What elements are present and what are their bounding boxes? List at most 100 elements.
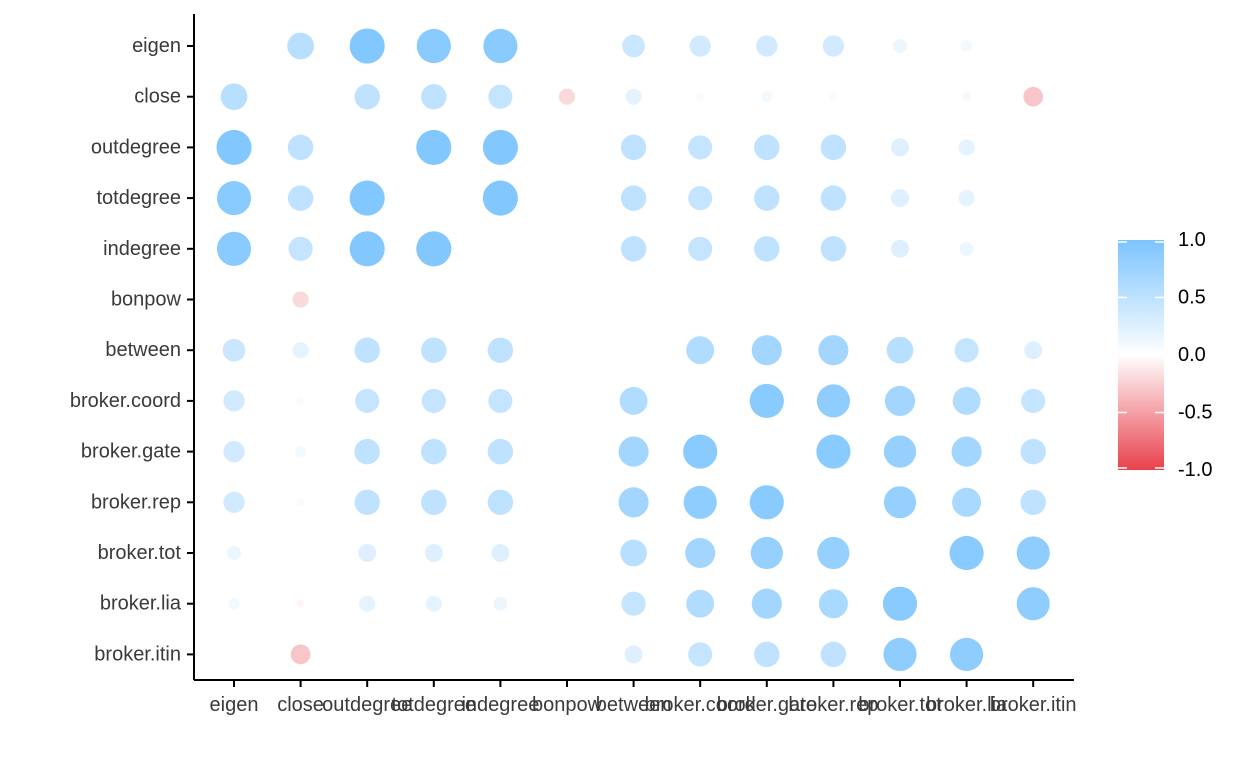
point-broker-itin-broker-rep	[820, 641, 847, 668]
point-broker-gate-eigen	[223, 440, 245, 463]
point-broker-rep-broker-lia	[952, 487, 982, 517]
point-outdegree-eigen	[216, 129, 252, 165]
point-close-broker-lia	[962, 92, 971, 101]
point-broker-itin-indegree	[497, 651, 503, 657]
point-broker-rep-broker-itin	[1020, 489, 1046, 516]
y-labels-layer: eigen close outdegree totdegree indegree bonp…	[70, 35, 194, 665]
point-broker-itin-broker-lia	[950, 637, 984, 672]
point-broker-itin-outdegree	[364, 651, 370, 657]
point-broker-gate-broker-coord	[683, 434, 718, 469]
point-outdegree-broker-coord	[688, 135, 713, 160]
point-eigen-broker-rep	[822, 35, 845, 57]
legend-tick-label: -1.0	[1178, 459, 1212, 481]
point-broker-itin-eigen	[231, 651, 237, 657]
point-eigen-broker-gate	[756, 35, 778, 57]
point-broker-gate-indegree	[487, 438, 514, 465]
point-totdegree-broker-itin	[1030, 195, 1036, 201]
point-broker-rep-eigen	[223, 491, 245, 513]
legend-tick-label: -0.5	[1178, 402, 1212, 424]
point-broker-gate-close	[294, 445, 307, 458]
x-tick-label: broker.gate	[717, 694, 817, 716]
point-totdegree-eigen	[216, 181, 252, 216]
point-broker-lia-totdegree	[425, 595, 442, 612]
point-outdegree-indegree	[482, 129, 518, 165]
point-outdegree-between	[620, 134, 647, 161]
y-tick-label: close	[134, 86, 181, 108]
point-close-totdegree	[421, 83, 447, 110]
point-broker-gate-broker-tot	[883, 435, 917, 468]
point-indegree-totdegree	[416, 231, 452, 267]
point-indegree-close	[288, 236, 313, 261]
point-between-eigen	[222, 338, 246, 362]
point-broker-coord-broker-tot	[884, 385, 916, 416]
point-close-indegree	[488, 84, 513, 109]
point-totdegree-broker-coord	[688, 186, 713, 211]
point-broker-coord-totdegree	[421, 388, 446, 413]
point-totdegree-broker-gate	[754, 185, 780, 211]
point-between-broker-gate	[751, 335, 782, 366]
point-between-indegree	[487, 337, 514, 363]
point-broker-coord-broker-rep	[816, 384, 851, 418]
point-broker-lia-eigen	[228, 598, 240, 610]
point-broker-lia-broker-itin	[1016, 587, 1050, 621]
y-tick-label: broker.coord	[70, 390, 181, 412]
legend-tick-label: 0.0	[1178, 344, 1206, 366]
point-broker-coord-indegree	[488, 388, 513, 413]
point-indegree-broker-lia	[959, 241, 974, 256]
point-broker-coord-outdegree	[355, 388, 380, 413]
point-outdegree-broker-rep	[820, 134, 847, 161]
point-close-broker-rep	[829, 92, 838, 101]
point-indegree-outdegree	[349, 231, 385, 267]
point-broker-coord-broker-gate	[749, 383, 784, 418]
point-totdegree-broker-rep	[820, 185, 847, 211]
x-tick-label: eigen	[210, 694, 259, 716]
point-eigen-broker-coord	[689, 35, 711, 57]
point-indegree-between	[620, 236, 647, 262]
x-labels-layer: eigen closeoutdegreetotdegreeindegreebonp…	[210, 680, 1077, 716]
x-tick-label: broker.lia	[926, 694, 1008, 716]
y-tick-label: bonpow	[111, 289, 182, 311]
point-eigen-broker-tot	[893, 39, 907, 53]
point-broker-tot-close	[298, 550, 304, 556]
legend-tick-label: 1.0	[1178, 229, 1206, 251]
x-tick-label: close	[277, 694, 324, 716]
point-between-broker-tot	[886, 336, 914, 364]
point-indegree-broker-tot	[891, 239, 909, 258]
point-broker-tot-indegree	[491, 544, 510, 562]
point-broker-lia-broker-coord	[686, 589, 715, 618]
point-broker-itin-broker-gate	[754, 641, 780, 668]
point-broker-coord-between	[619, 386, 648, 415]
x-tick-label: broker.rep	[788, 694, 878, 716]
point-close-between	[625, 88, 642, 105]
point-broker-coord-broker-itin	[1021, 388, 1046, 413]
point-totdegree-between	[620, 185, 647, 211]
point-between-outdegree	[354, 337, 380, 363]
point-indegree-broker-itin	[1030, 246, 1036, 252]
point-totdegree-broker-lia	[958, 190, 975, 207]
point-close-outdegree	[354, 83, 380, 110]
point-broker-coord-broker-lia	[952, 386, 981, 415]
y-tick-label: broker.rep	[91, 491, 181, 513]
point-close-broker-coord	[696, 92, 705, 101]
y-tick-label: eigen	[132, 35, 181, 57]
point-eigen-broker-lia	[960, 40, 973, 52]
y-tick-label: between	[105, 339, 181, 361]
point-outdegree-broker-gate	[754, 134, 780, 161]
x-tick-label: between	[596, 694, 672, 716]
point-bonpow-close	[292, 291, 309, 308]
point-outdegree-broker-lia	[958, 139, 975, 156]
point-broker-rep-broker-gate	[749, 485, 784, 520]
point-broker-rep-indegree	[487, 489, 514, 516]
point-broker-itin-close	[290, 644, 311, 665]
x-tick-label: broker.coord	[645, 694, 756, 716]
point-broker-coord-eigen	[223, 390, 245, 412]
point-indegree-eigen	[216, 231, 252, 266]
point-between-close	[292, 342, 309, 359]
point-outdegree-broker-itin	[1030, 144, 1036, 150]
point-broker-lia-close	[296, 599, 305, 608]
y-tick-label: totdegree	[96, 187, 181, 209]
point-broker-rep-broker-tot	[883, 486, 917, 519]
point-between-broker-rep	[818, 335, 849, 366]
y-tick-label: indegree	[103, 238, 181, 260]
